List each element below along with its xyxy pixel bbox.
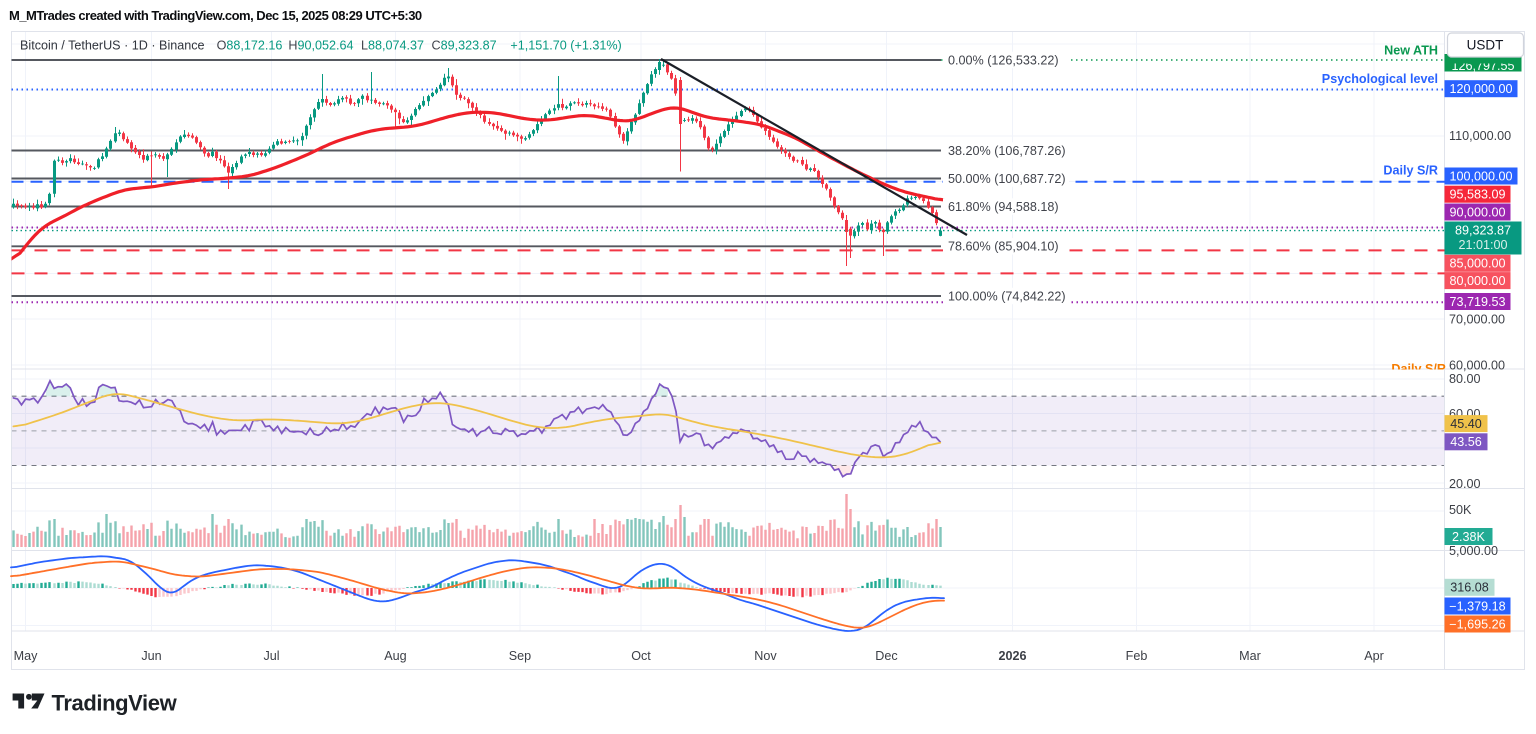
svg-text:H90,052.64: H90,052.64 bbox=[288, 39, 353, 53]
svg-text:85,000.00: 85,000.00 bbox=[1449, 257, 1505, 271]
svg-text:100,000.00: 100,000.00 bbox=[1449, 169, 1512, 183]
svg-text:May: May bbox=[14, 649, 38, 663]
svg-text:43.56: 43.56 bbox=[1450, 435, 1482, 449]
svg-text:O88,172.16: O88,172.16 bbox=[217, 39, 283, 53]
svg-text:C89,323.87: C89,323.87 bbox=[432, 39, 497, 53]
svg-text:Daily S/R: Daily S/R bbox=[1391, 362, 1446, 376]
svg-text:−1,695.26: −1,695.26 bbox=[1449, 617, 1505, 631]
svg-text:80,000.00: 80,000.00 bbox=[1449, 274, 1505, 288]
svg-text:Apr: Apr bbox=[1364, 649, 1384, 663]
svg-text:Oct: Oct bbox=[631, 649, 651, 663]
svg-text:5,000.00: 5,000.00 bbox=[1449, 544, 1498, 558]
svg-text:73,719.53: 73,719.53 bbox=[1449, 295, 1505, 309]
svg-text:M_MTrades created with Trading: M_MTrades created with TradingView.com, … bbox=[9, 8, 422, 23]
svg-text:70,000.00: 70,000.00 bbox=[1449, 313, 1505, 327]
svg-text:316.08: 316.08 bbox=[1450, 581, 1489, 595]
svg-text:61.80% (94,588.18): 61.80% (94,588.18) bbox=[948, 200, 1059, 214]
svg-text:60,000.00: 60,000.00 bbox=[1449, 358, 1505, 372]
svg-text:80.00: 80.00 bbox=[1449, 372, 1481, 386]
svg-text:78.60% (85,904.10): 78.60% (85,904.10) bbox=[948, 240, 1059, 254]
svg-text:Nov: Nov bbox=[754, 649, 777, 663]
svg-text:100.00% (74,842.22): 100.00% (74,842.22) bbox=[948, 289, 1066, 303]
svg-text:38.20% (106,787.26): 38.20% (106,787.26) bbox=[948, 144, 1066, 158]
svg-text:20.00: 20.00 bbox=[1449, 477, 1481, 491]
svg-text:Jun: Jun bbox=[141, 649, 161, 663]
svg-text:89,323.87: 89,323.87 bbox=[1455, 224, 1511, 238]
svg-text:50K: 50K bbox=[1449, 503, 1472, 517]
svg-text:110,000.00: 110,000.00 bbox=[1449, 129, 1511, 143]
svg-text:−1,379.18: −1,379.18 bbox=[1449, 599, 1505, 613]
svg-text:Dec: Dec bbox=[875, 649, 897, 663]
svg-text:90,000.00: 90,000.00 bbox=[1449, 205, 1505, 219]
svg-text:L88,074.37: L88,074.37 bbox=[361, 39, 424, 53]
svg-text:Sep: Sep bbox=[509, 649, 531, 663]
svg-text:95,583.09: 95,583.09 bbox=[1449, 188, 1505, 202]
svg-text:120,000.00: 120,000.00 bbox=[1449, 82, 1512, 96]
svg-text:2026: 2026 bbox=[998, 649, 1026, 663]
svg-text:Psychological level: Psychological level bbox=[1322, 72, 1438, 86]
svg-text:2.38K: 2.38K bbox=[1452, 530, 1486, 544]
svg-text:Mar: Mar bbox=[1239, 649, 1261, 663]
svg-text:New ATH: New ATH bbox=[1384, 44, 1438, 58]
svg-text:21:01:00: 21:01:00 bbox=[1458, 238, 1507, 252]
svg-text:50.00% (100,687.72): 50.00% (100,687.72) bbox=[948, 172, 1066, 186]
svg-text:Bitcoin / TetherUS · 1D · Bina: Bitcoin / TetherUS · 1D · Binance bbox=[20, 39, 205, 53]
svg-text:Feb: Feb bbox=[1126, 649, 1148, 663]
svg-text:0.00% (126,533.22): 0.00% (126,533.22) bbox=[948, 53, 1059, 67]
svg-text:Aug: Aug bbox=[384, 649, 406, 663]
svg-text:126,797.55: 126,797.55 bbox=[1451, 59, 1514, 73]
svg-text:45.40: 45.40 bbox=[1450, 417, 1482, 431]
svg-text:Daily S/R: Daily S/R bbox=[1383, 164, 1438, 178]
svg-text:Jul: Jul bbox=[263, 649, 279, 663]
svg-text:TradingView: TradingView bbox=[52, 691, 178, 716]
svg-text:+1,151.70 (+1.31%): +1,151.70 (+1.31%) bbox=[510, 39, 621, 53]
svg-text:USDT: USDT bbox=[1467, 38, 1504, 53]
